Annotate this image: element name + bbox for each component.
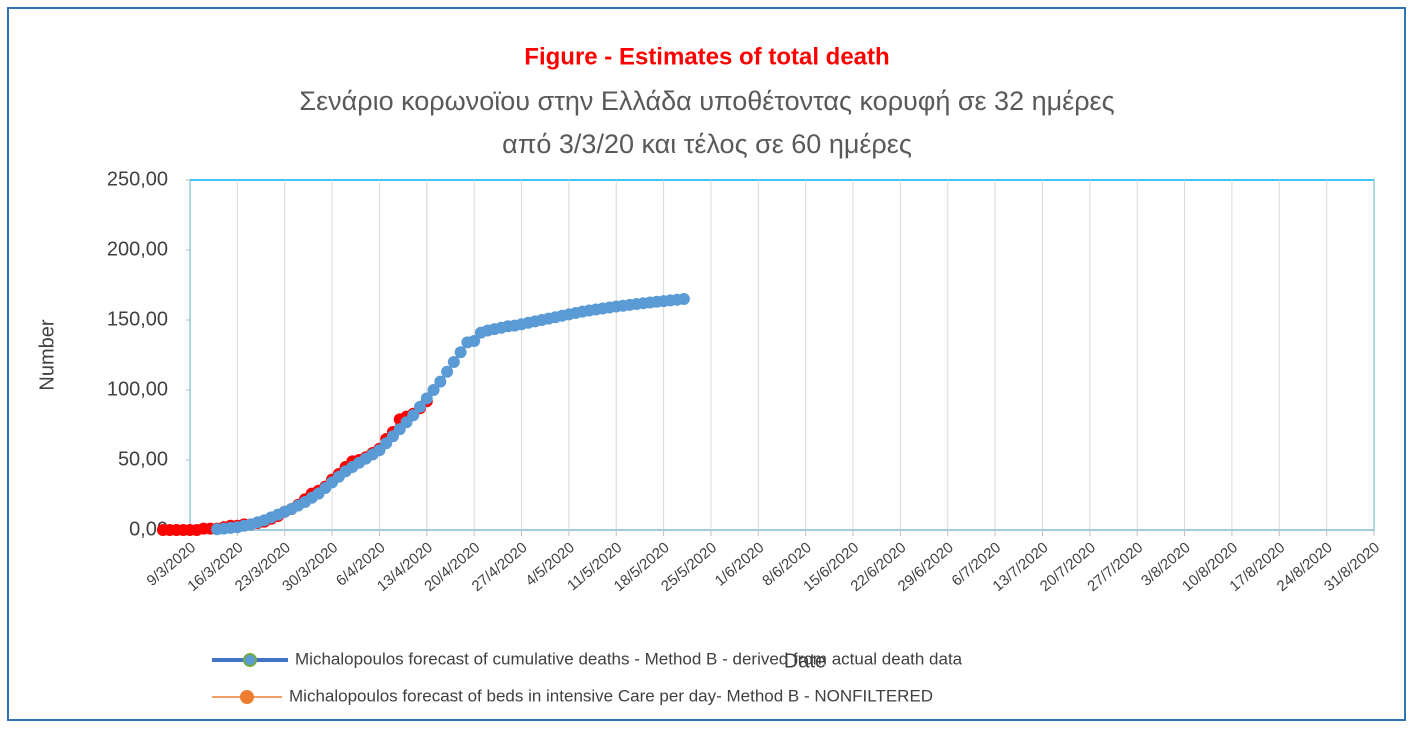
data-point xyxy=(447,356,460,368)
legend-label: Michalopoulos forecast of cumulative dea… xyxy=(295,649,963,668)
legend-label: Michalopoulos forecast of beds in intens… xyxy=(289,686,933,705)
y-tick-label: 250,00 xyxy=(107,168,168,190)
y-tick-label: 50,00 xyxy=(118,448,168,470)
y-tick-label: 100,00 xyxy=(107,378,168,400)
data-point xyxy=(420,392,433,405)
data-point xyxy=(407,409,420,422)
chart-title: Figure - Estimates of total death xyxy=(524,43,889,70)
data-point xyxy=(677,293,690,305)
y-tick-label: 150,00 xyxy=(107,308,168,330)
chart-subtitle: από 3/3/20 και τέλος σε 60 ημέρες xyxy=(502,129,912,159)
legend-marker xyxy=(243,653,257,667)
y-tick-label: 0,00 xyxy=(129,518,168,540)
data-point xyxy=(427,384,440,396)
x-axis-label: Date xyxy=(784,650,826,672)
y-axis-label: Number xyxy=(36,319,58,390)
data-point xyxy=(454,346,467,359)
plot-area xyxy=(189,179,1375,531)
data-point xyxy=(441,365,454,378)
data-point xyxy=(434,375,447,388)
y-tick-label: 200,00 xyxy=(107,238,168,260)
data-point xyxy=(414,400,427,413)
chart-subtitle: Σενάριο κορωνοϊου στην Ελλάδα υποθέτοντα… xyxy=(299,86,1114,116)
legend-marker xyxy=(240,690,254,704)
data-point xyxy=(468,335,481,347)
